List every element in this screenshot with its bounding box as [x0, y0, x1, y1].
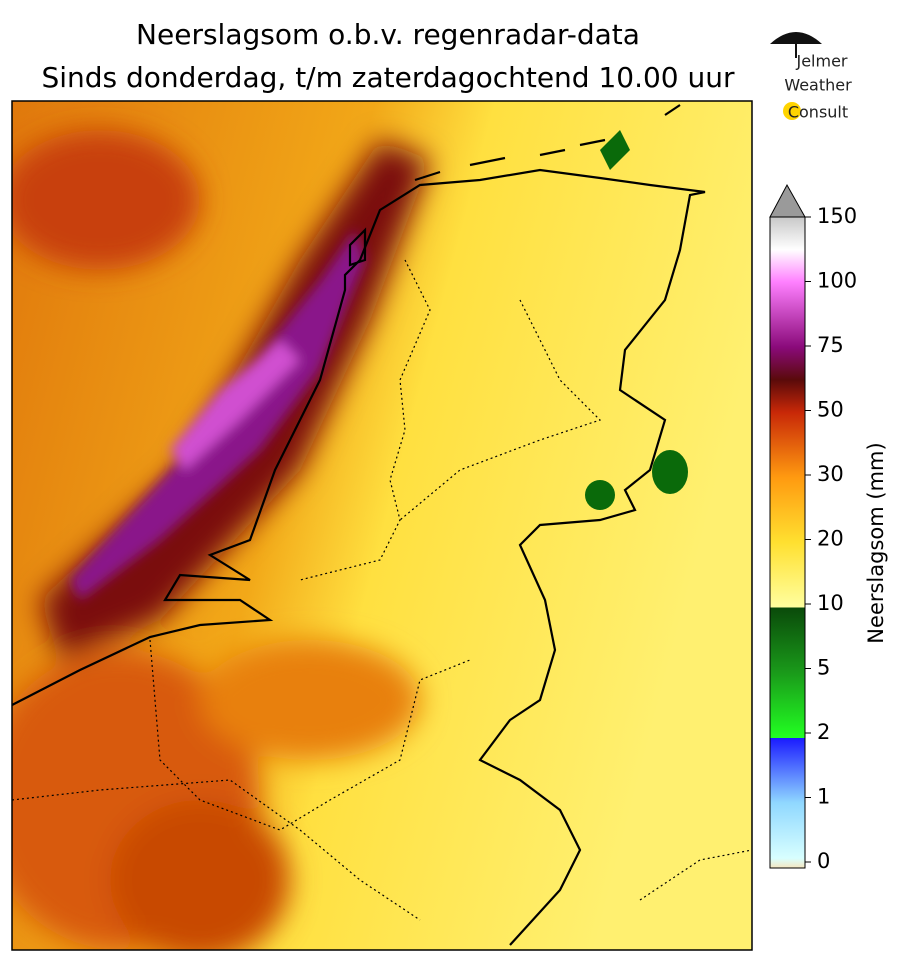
- umbrella-icon: [770, 32, 822, 44]
- colorbar-tick-label: 10: [817, 591, 844, 615]
- colorbar-tick-label: 5: [817, 656, 830, 680]
- colorbar-tick-label: 75: [817, 333, 844, 357]
- logo-line: Consult: [788, 103, 848, 122]
- colorbar-tick-label: 2: [817, 720, 830, 744]
- low-rain-area: [600, 130, 630, 170]
- province-line: [12, 779, 752, 921]
- colorbar-tick-label: 100: [817, 269, 857, 293]
- colorbar-tick-label: 0: [817, 849, 830, 873]
- title: Neerslagsom o.b.v. regenradar-data: [136, 18, 640, 51]
- province-line: [149, 259, 602, 831]
- colorbar-label: Neerslagsom (mm): [864, 442, 888, 643]
- colorbar-extend: [769, 183, 806, 218]
- low-rain-area: [652, 450, 688, 494]
- border-line: [12, 168, 706, 946]
- colorbar: Neerslagsom (mm) 0 1 2 5 10 20 30 50 75 100 150: [769, 183, 888, 873]
- subtitle: Sinds donderdag, t/m zaterdagochtend 10.…: [41, 61, 735, 94]
- logo-line: Jelmer: [795, 52, 847, 71]
- colorbar-scale: [769, 216, 806, 869]
- logo-line: Weather: [784, 76, 852, 95]
- sun-icon: [783, 102, 801, 120]
- colorbar-tick-label: 30: [817, 462, 844, 486]
- colorbar-tick-label: 50: [817, 398, 844, 422]
- rain-peak: [70, 230, 365, 600]
- colorbar-tick-label: 1: [817, 785, 830, 809]
- wadden-islands: [348, 104, 681, 267]
- map-frame: [11, 100, 753, 951]
- low-rain-area: [585, 480, 615, 510]
- precipitation-map: [12, 101, 752, 950]
- colorbar-tick-label: 150: [817, 204, 857, 228]
- logo: Jelmer Weather Consult: [770, 32, 852, 122]
- colorbar-tick-label: 20: [817, 527, 844, 551]
